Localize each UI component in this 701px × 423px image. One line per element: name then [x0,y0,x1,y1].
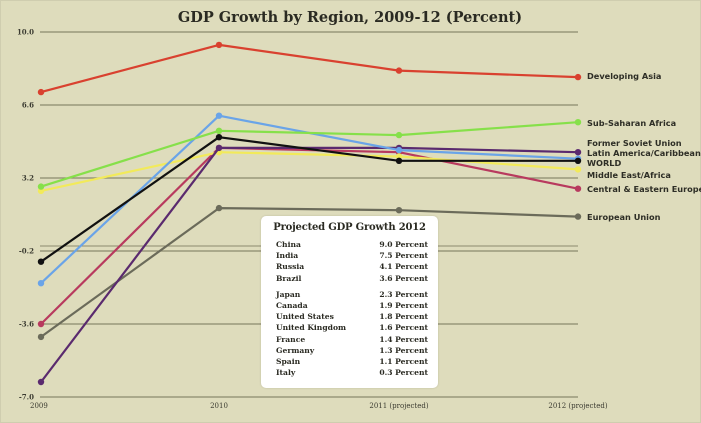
inset-title: Projected GDP Growth 2012 [273,222,426,233]
data-point [37,183,45,190]
series-label: Middle East/Africa [587,170,671,180]
inset-row: France 1.4 Percent [276,335,428,346]
inset-row: Japan 2.3 Percent [276,290,428,301]
chart-title: GDP Growth by Region, 2009-12 (Percent) [178,9,522,26]
gridlines [40,31,578,398]
inset-value: 1.4 Percent [379,334,428,344]
y-tick-label: -3.6 [19,320,34,329]
data-point [37,280,45,287]
inset-row: India 7.5 Percent [276,251,428,262]
inset-row: China 9.0 Percent [276,240,428,251]
inset-country: Germany [276,345,315,355]
inset-value: 7.5 Percent [379,251,428,261]
data-point [37,378,45,386]
series-label: Sub-Saharan Africa [587,118,676,128]
inset-value: 1.1 Percent [379,357,428,366]
inset-row: United Kingdom 1.6 Percent [276,323,428,334]
series-label: Former Soviet Union [587,138,682,148]
data-point [395,207,403,214]
inset-country: India [276,251,299,261]
series-sub-saharan-africa [37,119,582,190]
series-world [37,134,582,265]
series-line [40,43,579,94]
projected-gdp-inset: Projected GDP Growth 2012 China 9.0 Perce… [261,216,438,388]
data-point [37,320,45,328]
inset-value: 1.9 Percent [379,301,428,310]
inset-country: Spain [276,357,301,366]
x-tick-label: 2011 (projected) [369,402,428,410]
inset-value: 4.1 Percent [379,262,428,272]
series-label: Latin America/Caribbean [587,148,701,158]
y-tick-label: -0.2 [19,247,34,256]
series-line [40,136,578,263]
data-point [215,134,223,141]
inset-country: Russia [276,262,305,272]
series-label: Developing Asia [587,71,661,81]
inset-country: China [276,240,301,249]
series-labels: Developing Asia Sub-Saharan Africa Former … [587,71,701,222]
data-point [574,73,582,81]
x-tick-label: 2009 [30,402,48,410]
inset-value: 1.3 Percent [379,345,428,355]
inset-value: 1.8 Percent [379,312,428,322]
data-point [395,131,403,139]
series-label: WORLD [587,158,622,168]
data-point [37,258,45,265]
inset-row: Brazil 3.6 Percent [276,274,428,285]
inset-row: Germany 1.3 Percent [276,346,428,357]
inset-country: United States [276,312,334,322]
data-point [395,67,403,74]
data-point [37,88,45,96]
y-tick-label: 10.0 [17,28,34,37]
inset-row: Canada 1.9 Percent [276,301,428,312]
data-point [574,119,582,126]
inset-value: 9.0 Percent [379,240,428,249]
data-point [215,127,223,134]
inset-value: 2.3 Percent [379,289,428,299]
data-point [215,112,223,119]
inset-value: 1.6 Percent [379,323,428,333]
data-point [215,144,223,152]
data-point [574,157,582,164]
x-tick-label: 2010 [210,402,228,410]
inset-row: Italy 0.3 Percent [276,368,428,379]
y-tick-label: 6.6 [22,101,34,110]
inset-country: Italy [276,368,296,378]
data-point [37,333,45,341]
series-label: Central & Eastern Europe [587,184,701,194]
data-point [574,166,582,173]
series-developing-asia [37,41,582,96]
data-point [215,204,223,212]
series-lines [37,41,582,386]
inset-country: United Kingdom [276,323,347,333]
inset-country: France [276,334,306,344]
series-line [40,121,579,188]
data-point [395,146,403,154]
data-point [215,41,223,49]
data-point [574,213,582,220]
data-point [395,157,403,164]
inset-country: Brazil [276,273,302,283]
inset-row: United States 1.8 Percent [276,312,428,323]
inset-country: Canada [276,301,308,310]
inset-row: Spain 1.1 Percent [276,357,428,368]
data-point [574,185,582,192]
series-label: European Union [587,212,661,222]
series-line [40,151,579,192]
data-point [574,149,582,156]
x-tick-label: 2012 (projected) [548,402,607,410]
inset-country: Japan [276,289,301,299]
inset-value: 3.6 Percent [379,273,428,283]
series-line [40,207,579,338]
x-axis-ticks: 2009 2010 2011 (projected) 2012 (projected) [30,402,608,410]
series-european-union [37,204,582,341]
y-axis-ticks: 10.0 6.6 3.2 -0.2 -3.6 -7.0 [17,28,34,402]
inset-row: Russia 4.1 Percent [276,262,428,273]
inset-value: 0.3 Percent [379,368,428,378]
y-tick-label: 3.2 [22,174,34,183]
y-tick-label: -7.0 [19,393,34,402]
